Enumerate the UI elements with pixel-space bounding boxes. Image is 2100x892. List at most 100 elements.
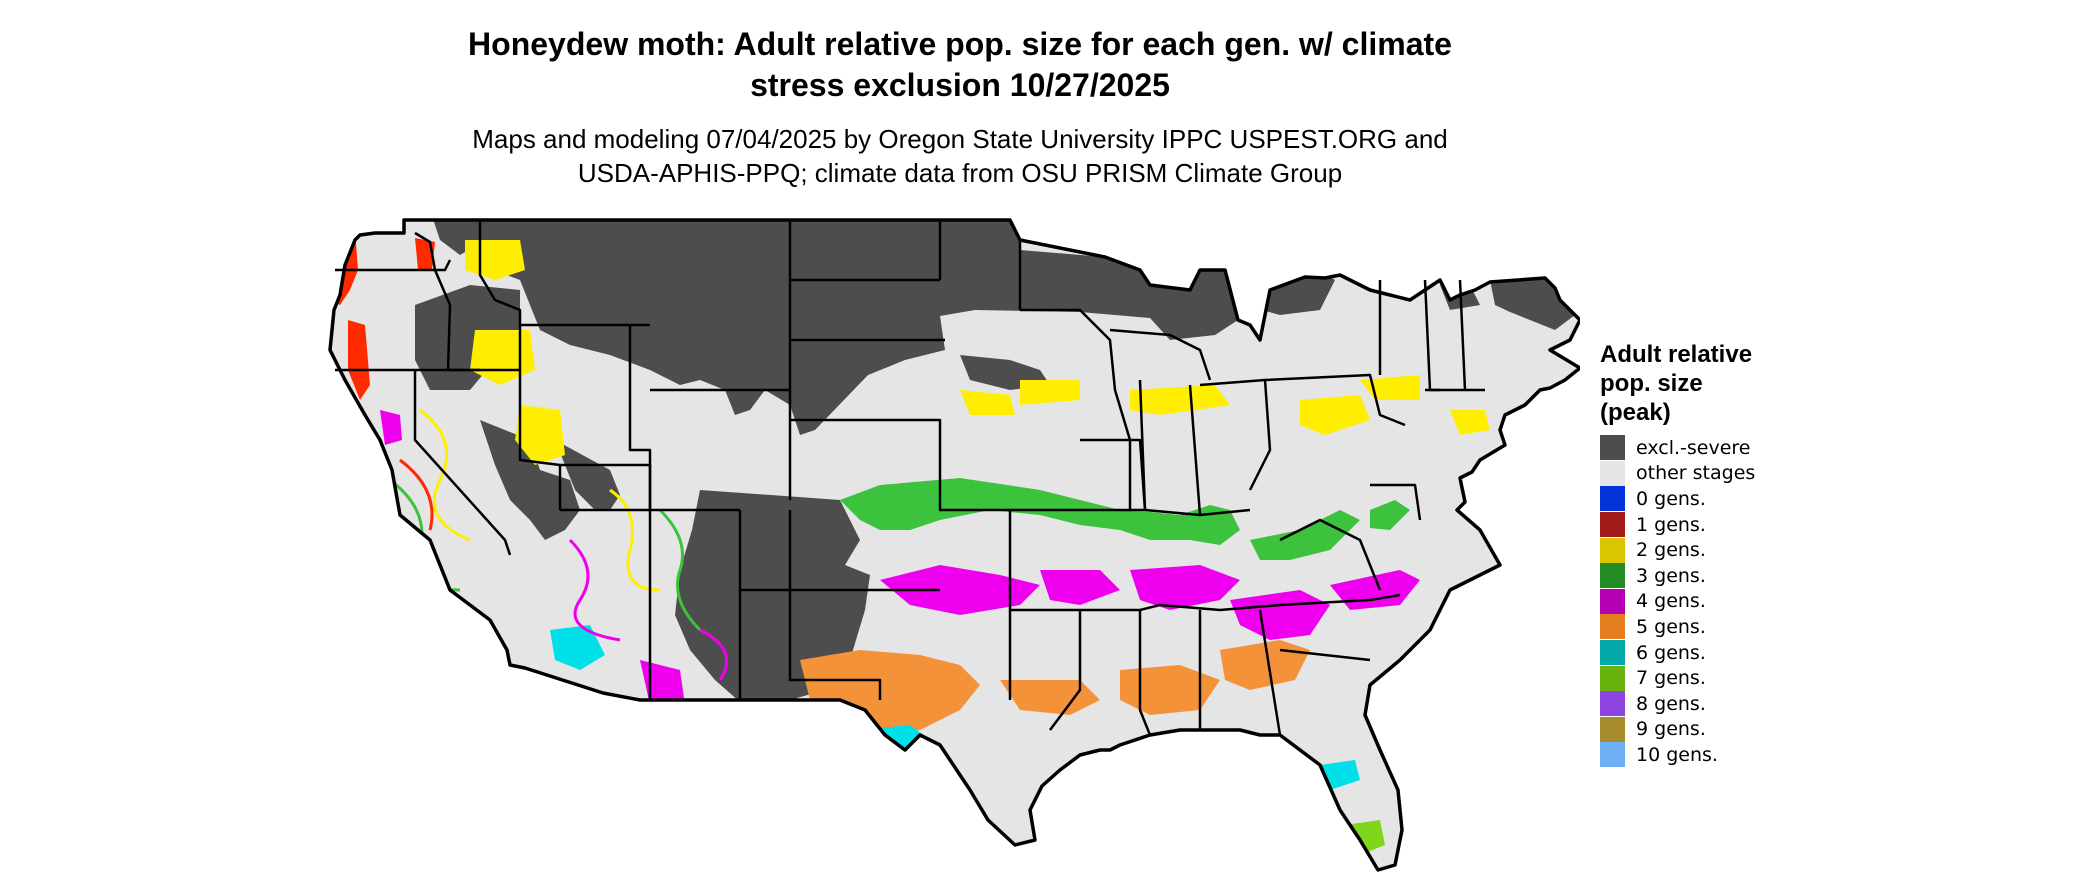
generation-band	[1250, 510, 1360, 560]
legend-title-line-3: (peak)	[1600, 399, 1671, 426]
contour-line	[699, 628, 729, 681]
state-border	[1144, 508, 1251, 517]
state-border	[1264, 373, 1406, 427]
state-border	[1279, 648, 1371, 662]
generation-band	[880, 820, 930, 860]
generation-band	[1000, 680, 1100, 715]
subtitle-line-1: Maps and modeling 07/04/2025 by Oregon S…	[472, 124, 1448, 154]
generation-band	[550, 625, 605, 670]
legend-item: 10 gens.	[1600, 742, 1755, 768]
legend-label: 0 gens.	[1636, 487, 1706, 510]
excluded-region	[1490, 280, 1575, 330]
state-border	[1458, 279, 1467, 391]
legend-label: 9 gens.	[1636, 718, 1706, 741]
generation-band	[880, 565, 1040, 615]
state-border	[1138, 379, 1147, 511]
excluded-region	[480, 420, 580, 540]
legend-swatch	[1600, 742, 1625, 768]
contour-line	[568, 538, 621, 642]
state-border	[520, 323, 652, 510]
legend-label: 7 gens.	[1636, 667, 1706, 690]
excluded-region	[1240, 260, 1335, 315]
legend-label: excl.-severe	[1636, 436, 1751, 459]
generation-band	[1345, 820, 1385, 855]
excluded-region	[555, 440, 620, 510]
generation-band	[1300, 395, 1370, 435]
state-border	[413, 370, 512, 556]
legend-label: 8 gens.	[1636, 692, 1706, 715]
legend-item: 9 gens.	[1600, 716, 1755, 743]
generation-band	[515, 405, 565, 465]
generation-band	[1020, 380, 1080, 405]
legend-title-line-1: Adult relative	[1600, 341, 1753, 368]
contour-line	[399, 458, 434, 531]
legend-label: 5 gens.	[1636, 615, 1706, 638]
state-border	[1258, 609, 1282, 736]
legend-item: 8 gens.	[1600, 691, 1755, 717]
state-border	[790, 418, 942, 440]
legend-swatch	[1600, 588, 1625, 614]
legend-title-line-2: pop. size	[1600, 370, 1703, 397]
legend-label: 6 gens.	[1636, 641, 1706, 664]
title-line-2: stress exclusion 10/27/2025	[750, 67, 1170, 103]
contour-line	[419, 408, 471, 542]
state-border	[1279, 518, 1382, 591]
legend-swatch	[1600, 716, 1625, 742]
legend-label: 3 gens.	[1636, 564, 1706, 587]
legend-swatch	[1600, 640, 1625, 666]
generation-band	[1220, 640, 1310, 690]
map-title: Honeydew moth: Adult relative pop. size …	[340, 24, 1580, 106]
legend-item: 3 gens.	[1600, 563, 1755, 589]
legend-item: 6 gens.	[1600, 640, 1755, 666]
generation-band	[1120, 665, 1220, 715]
legend-title: Adult relative pop. size (peak)	[1600, 340, 1755, 427]
excluded-region	[440, 220, 1238, 435]
generation-band	[1150, 735, 1190, 758]
legend-label: other stages	[1636, 462, 1756, 485]
legend-swatch	[1600, 435, 1625, 461]
contour-line	[609, 488, 661, 592]
generation-band	[348, 320, 370, 400]
map-subtitle: Maps and modeling 07/04/2025 by Oregon S…	[340, 122, 1580, 190]
legend-item: 5 gens.	[1600, 614, 1755, 640]
legend-swatch	[1600, 691, 1625, 717]
legend-swatch	[1600, 537, 1625, 563]
state-border	[788, 590, 882, 700]
subtitle-line-2: USDA-APHIS-PPQ; climate data from OSU PR…	[577, 158, 1343, 188]
legend-item: excl.-severe	[1600, 435, 1755, 461]
state-border	[1370, 483, 1422, 521]
state-border	[938, 440, 1012, 610]
generation-band	[1450, 410, 1490, 435]
generation-band	[1130, 385, 1230, 415]
generation-band	[960, 390, 1015, 415]
us-generation-map	[328, 218, 1580, 872]
state-border	[1020, 308, 1132, 441]
legend-item: 0 gens.	[1600, 486, 1755, 512]
legend-swatch	[1600, 563, 1625, 589]
state-border	[478, 220, 522, 370]
legend-swatch	[1600, 486, 1625, 512]
legend-swatch	[1600, 665, 1625, 691]
state-border	[1188, 384, 1202, 516]
legend: Adult relative pop. size (peak) excl.-se…	[1600, 340, 1755, 768]
legend-item: 4 gens.	[1600, 588, 1755, 615]
generation-band	[1130, 565, 1240, 610]
excluded-region	[415, 285, 520, 390]
legend-label: 10 gens.	[1636, 743, 1718, 766]
legend-items: excl.-severe other stages 0 gens. 1 gens. 2 …	[1600, 435, 1755, 768]
title-line-1: Honeydew moth: Adult relative pop. size …	[468, 26, 1452, 62]
state-border	[1049, 610, 1082, 731]
legend-item: 7 gens.	[1600, 665, 1755, 691]
generation-band	[380, 410, 402, 445]
generation-band	[1040, 570, 1120, 605]
legend-item: other stages	[1600, 460, 1756, 487]
legend-label: 4 gens.	[1636, 590, 1706, 613]
excluded-region	[1270, 240, 1360, 265]
state-borders	[335, 220, 1485, 736]
legend-label: 1 gens.	[1636, 513, 1706, 536]
legend-swatch	[1600, 512, 1625, 538]
legend-item: 2 gens.	[1600, 537, 1755, 563]
generation-band	[1320, 760, 1360, 790]
state-border	[1109, 328, 1212, 381]
legend-swatch	[1600, 614, 1625, 640]
